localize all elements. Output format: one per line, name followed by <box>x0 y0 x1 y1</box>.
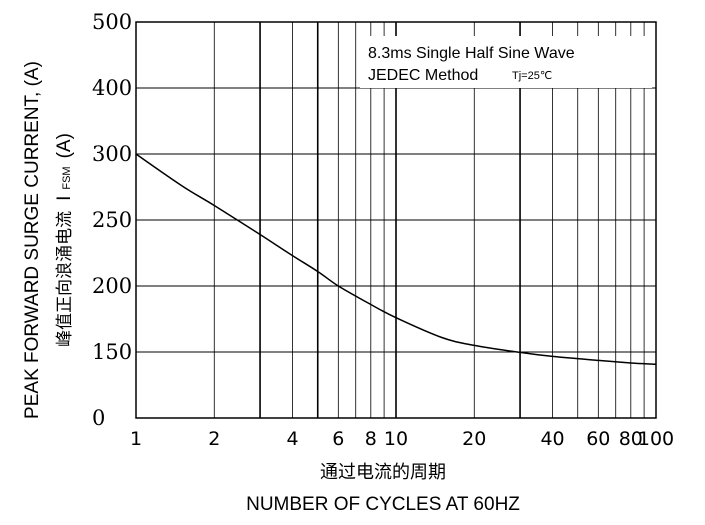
plot-frame <box>135 21 657 419</box>
y-axis-title: PEAK FORWARD SURGE CURRENT, (A) <box>22 61 43 419</box>
x-tick-label: 10 <box>384 428 408 450</box>
series-line <box>135 153 657 366</box>
y-tick-labels: 0 150 200 250 300 400 500 <box>92 10 132 430</box>
x-axis-title: NUMBER OF CYCLES AT 60HZ <box>246 494 520 515</box>
annotation-line1: 8.3ms Single Half Sine Wave <box>368 45 575 62</box>
x-tick-label: 40 <box>540 428 564 450</box>
annotation-line2: JEDEC Method <box>368 67 478 84</box>
annotation-box: 8.3ms Single Half Sine Wave JEDEC Method… <box>360 36 652 88</box>
annotation-tj: Tj=25℃ <box>512 70 552 82</box>
y-tick-label: 150 <box>92 340 132 364</box>
x-tick-label: 8 <box>365 428 377 450</box>
x-axis-label-cn: 通过电流的周期 <box>320 462 446 483</box>
y-tick-label: 0 <box>92 406 105 430</box>
y-tick-label: 400 <box>92 76 132 100</box>
x-tick-label: 80 <box>619 428 643 450</box>
y-tick-label: 500 <box>92 10 132 34</box>
x-tick-label: 2 <box>208 428 220 450</box>
y-axis-cn-text: 峰值正向浪涌电流 <box>55 211 75 347</box>
x-tick-label: 20 <box>462 428 486 450</box>
y-tick-label: 250 <box>92 208 132 232</box>
y-axis-label-cn: 峰值正向浪涌电流 I FSM (A) <box>54 133 75 347</box>
y-axis-subscript: FSM <box>61 166 73 189</box>
x-tick-label: 60 <box>586 428 610 450</box>
y-axis-label: PEAK FORWARD SURGE CURRENT, (A) <box>22 61 43 419</box>
x-tick-label: 4 <box>286 428 298 450</box>
y-axis-label-cn-group: 峰值正向浪涌电流 I FSM (A) <box>54 133 75 347</box>
y-tick-label: 200 <box>92 274 132 298</box>
x-tick-label: 6 <box>332 428 344 450</box>
x-tick-label: 1 <box>130 428 142 450</box>
x-tick-label: 100 <box>638 428 674 450</box>
y-tick-label: 300 <box>92 142 132 166</box>
y-axis-unit: (A) <box>54 133 75 158</box>
y-axis-symbol: I <box>54 196 75 201</box>
